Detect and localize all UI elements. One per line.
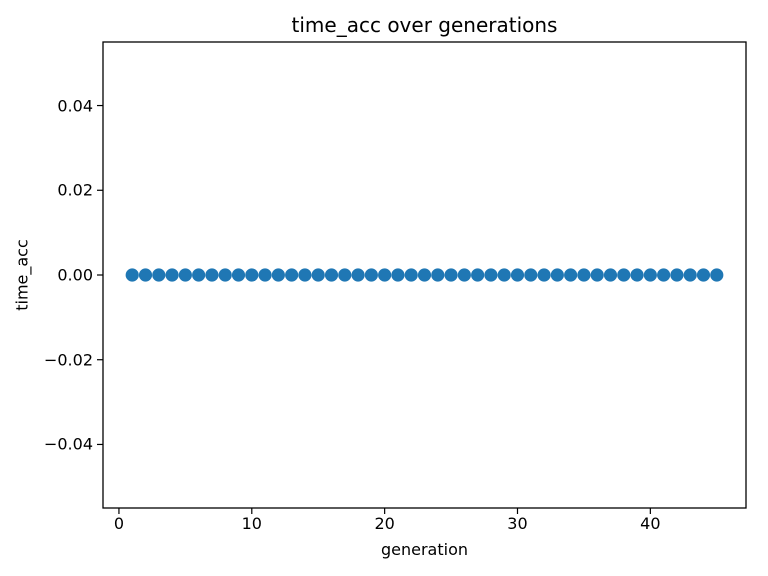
- data-point: [205, 268, 219, 282]
- data-point: [152, 268, 166, 282]
- data-point: [271, 268, 285, 282]
- data-point: [192, 268, 206, 282]
- data-point: [670, 268, 684, 282]
- data-point: [351, 268, 365, 282]
- data-point: [577, 268, 591, 282]
- data-point: [590, 268, 604, 282]
- data-point: [643, 268, 657, 282]
- data-point: [630, 268, 644, 282]
- y-tick-label: 0.02: [57, 180, 93, 200]
- data-point: [298, 268, 312, 282]
- y-tick-label: 0.00: [57, 265, 93, 285]
- data-point: [311, 268, 325, 282]
- data-point: [417, 268, 432, 282]
- data-point: [245, 268, 259, 282]
- data-point: [258, 268, 272, 282]
- data-point: [285, 268, 299, 282]
- data-point: [457, 268, 471, 282]
- y-tick-label: 0.04: [57, 96, 93, 116]
- data-point: [138, 268, 153, 282]
- chart-title: time_acc over generations: [291, 13, 558, 37]
- data-point: [231, 268, 246, 282]
- data-point: [683, 268, 697, 282]
- data-point: [378, 268, 392, 282]
- x-tick-label: 10: [241, 514, 262, 533]
- data-point: [484, 268, 498, 282]
- data-point: [524, 268, 538, 282]
- y-tick-label: −0.04: [43, 434, 93, 454]
- data-point: [404, 268, 418, 282]
- data-point: [537, 268, 551, 282]
- x-tick-label: 30: [507, 514, 528, 533]
- x-tick-label: 40: [640, 514, 661, 533]
- data-point: [696, 268, 711, 282]
- data-point: [603, 268, 618, 282]
- data-point: [510, 268, 525, 282]
- data-point: [364, 268, 378, 282]
- data-point: [218, 268, 232, 282]
- data-point: [165, 268, 179, 282]
- data-point: [710, 268, 724, 282]
- data-point: [178, 268, 192, 282]
- data-point: [444, 268, 458, 282]
- data-point: [657, 268, 671, 282]
- data-point: [125, 268, 139, 282]
- x-axis-label: generation: [380, 540, 468, 559]
- y-tick-label: −0.02: [43, 350, 93, 370]
- data-point: [338, 268, 352, 282]
- data-point: [497, 268, 511, 282]
- data-point: [471, 268, 485, 282]
- data-point: [324, 268, 339, 282]
- data-point: [564, 268, 578, 282]
- data-point: [550, 268, 564, 282]
- data-point: [431, 268, 445, 282]
- x-tick-label: 0: [113, 514, 125, 533]
- data-point: [391, 268, 405, 282]
- x-tick-label: 20: [374, 514, 395, 533]
- data-point: [617, 268, 631, 282]
